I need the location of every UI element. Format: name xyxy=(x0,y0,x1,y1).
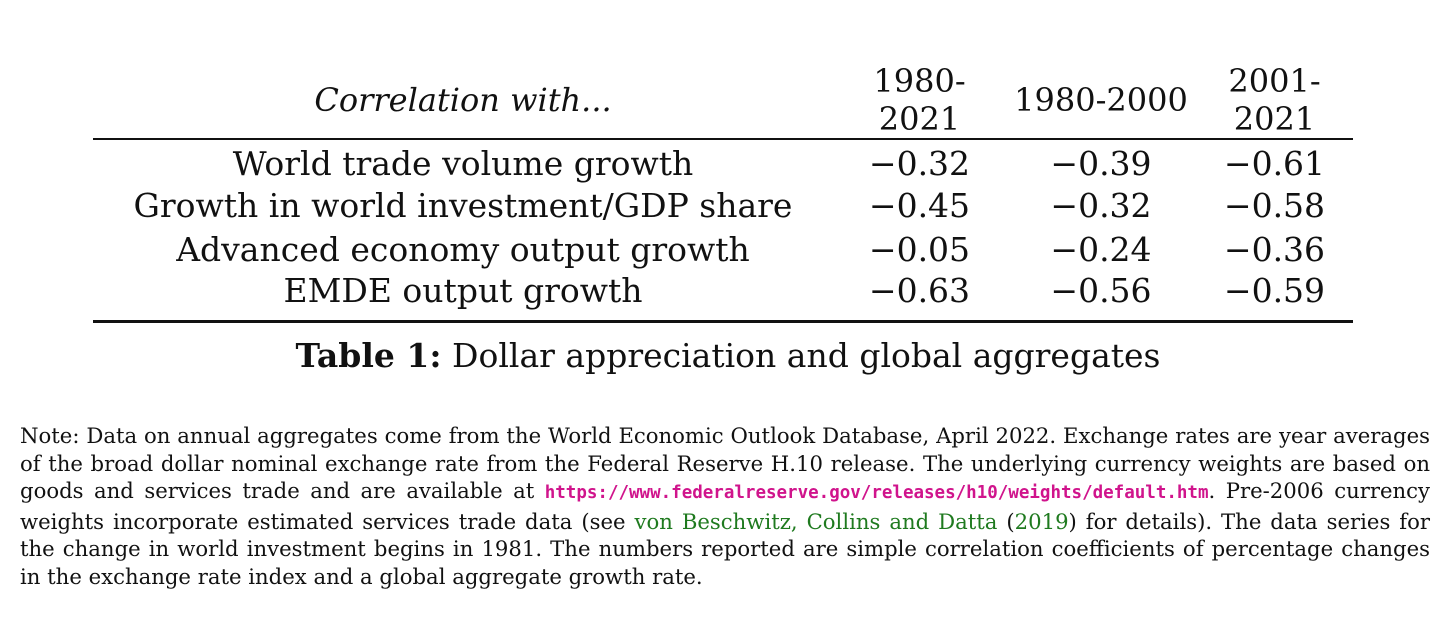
note-text-part1: Note: Data on annual aggregates come fro… xyxy=(20,423,1430,503)
correlation-table-container: Correlation with... 1980-2021 1980-2000 … xyxy=(93,62,1353,323)
table-cell: −0.24 xyxy=(1050,229,1152,269)
table-body: World trade volume growth −0.32 −0.39 −0… xyxy=(93,139,1353,322)
table-header-row: Correlation with... 1980-2021 1980-2000 … xyxy=(93,62,1353,139)
table-row: Growth in world investment/GDP share −0.… xyxy=(93,183,1353,227)
table-cell: −0.32 xyxy=(1050,185,1152,225)
table-note: Note: Data on annual aggregates come fro… xyxy=(20,422,1430,590)
table-header: Correlation with... 1980-2021 1980-2000 … xyxy=(93,62,1353,139)
caption-label: Table 1: xyxy=(295,336,442,375)
table-cell: −0.05 xyxy=(868,229,971,269)
header-period-2001-2021: 2001-2021 xyxy=(1228,62,1321,138)
header-correlation-label: Correlation with... xyxy=(314,81,612,119)
table-cell: −0.36 xyxy=(1223,229,1326,269)
row-label: Advanced economy output growth xyxy=(176,229,750,269)
table-cell: −0.45 xyxy=(868,185,971,225)
table-cell: −0.63 xyxy=(868,271,971,310)
table-row: World trade volume growth −0.32 −0.39 −0… xyxy=(93,139,1353,183)
note-text-part2: . Pre-2006 currency weights incorporate … xyxy=(20,478,1430,534)
table-cell: −0.32 xyxy=(868,144,971,183)
note-text-part3: ( xyxy=(997,508,1015,534)
citation-authors-link[interactable]: von Beschwitz, Collins and Datta xyxy=(634,508,998,534)
note-text-part4: ) for details). The data series for the … xyxy=(20,508,1430,589)
caption-text: Dollar appreciation and global aggregate… xyxy=(452,336,1161,375)
table-cell: −0.56 xyxy=(1050,271,1152,310)
weights-url-link[interactable]: https://www.federalreserve.gov/releases/… xyxy=(544,483,1209,503)
citation-year-link[interactable]: 2019 xyxy=(1014,508,1069,534)
table-cell: −0.59 xyxy=(1223,271,1326,310)
row-label: World trade volume growth xyxy=(232,144,694,183)
table-cell: −0.39 xyxy=(1050,144,1152,183)
header-period-1980-2021: 1980-2021 xyxy=(873,62,966,138)
correlation-table: Correlation with... 1980-2021 1980-2000 … xyxy=(93,62,1353,323)
table-row: EMDE output growth −0.63 −0.56 −0.59 xyxy=(93,271,1353,322)
table-caption: Table 1: Dollar appreciation and global … xyxy=(0,336,1456,375)
row-label: EMDE output growth xyxy=(283,271,643,310)
row-label: Growth in world investment/GDP share xyxy=(133,185,793,225)
header-period-1980-2000: 1980-2000 xyxy=(1014,81,1188,119)
table-row: Advanced economy output growth −0.05 −0.… xyxy=(93,227,1353,271)
table-cell: −0.58 xyxy=(1223,185,1326,225)
table-cell: −0.61 xyxy=(1223,144,1326,183)
